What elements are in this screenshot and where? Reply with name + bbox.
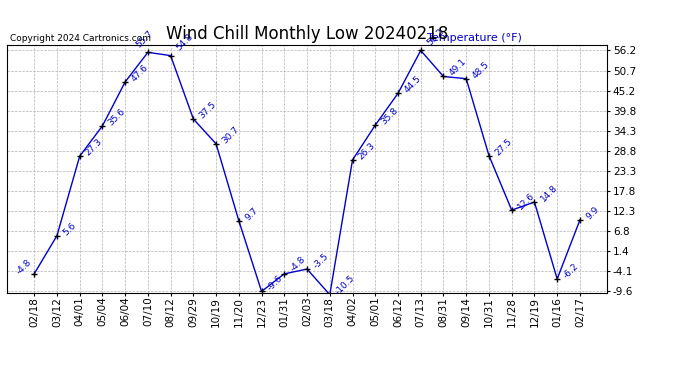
Text: 56.2: 56.2 <box>425 27 446 48</box>
Text: 14.8: 14.8 <box>539 183 559 204</box>
Text: 30.7: 30.7 <box>220 124 241 145</box>
Text: 49.1: 49.1 <box>448 57 468 78</box>
Text: 35.8: 35.8 <box>380 106 400 127</box>
Text: 54.8: 54.8 <box>175 32 195 53</box>
Text: -6.2: -6.2 <box>562 262 580 280</box>
Text: -4.8: -4.8 <box>288 255 307 274</box>
Text: 9.7: 9.7 <box>243 206 259 222</box>
Text: 5.6: 5.6 <box>61 220 77 237</box>
Text: 27.5: 27.5 <box>493 136 513 157</box>
Text: -10.5: -10.5 <box>334 273 357 296</box>
Text: 26.3: 26.3 <box>357 141 377 161</box>
Text: 48.5: 48.5 <box>471 60 491 80</box>
Text: -4.8: -4.8 <box>14 258 34 277</box>
Text: 35.6: 35.6 <box>106 107 127 127</box>
Text: 37.5: 37.5 <box>197 100 218 120</box>
Text: 9.9: 9.9 <box>584 205 600 221</box>
Text: 12.6: 12.6 <box>516 191 536 211</box>
Title: Wind Chill Monthly Low 20240218: Wind Chill Monthly Low 20240218 <box>166 26 448 44</box>
Text: -9.6: -9.6 <box>266 274 284 293</box>
Text: -3.5: -3.5 <box>311 252 330 270</box>
Text: 44.5: 44.5 <box>402 74 422 95</box>
Text: Copyright 2024 Cartronics.com: Copyright 2024 Cartronics.com <box>10 33 151 42</box>
Text: 47.6: 47.6 <box>129 63 150 83</box>
Text: Temperature (°F): Temperature (°F) <box>427 33 522 42</box>
Text: 27.3: 27.3 <box>83 137 104 158</box>
Text: 55.7: 55.7 <box>134 29 155 50</box>
